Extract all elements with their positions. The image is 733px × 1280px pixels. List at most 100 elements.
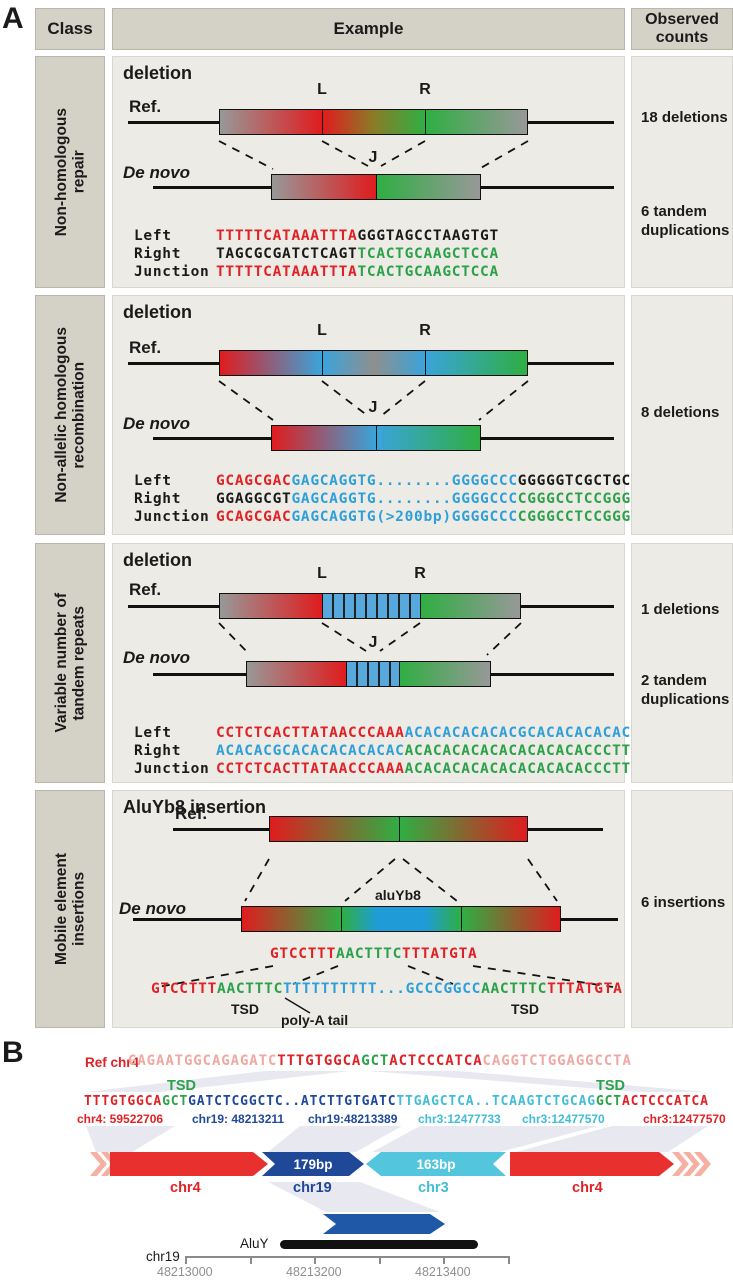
row1-l-label: L xyxy=(317,81,327,98)
row3-denovo-seg-repeats xyxy=(346,662,399,686)
row1-title: deletion xyxy=(123,63,193,83)
row1-ref-seg-mid xyxy=(322,110,425,134)
example-cell-vntr: deletion Ref. L R J De novo Left CCTCTCAC… xyxy=(112,543,630,783)
count-row3-deletions: 1 deletions xyxy=(641,601,720,618)
row3-ref-label: Ref. xyxy=(129,580,162,599)
count-row1-duplications: 6 tandem duplications xyxy=(641,203,730,239)
row3-j-label: J xyxy=(368,634,378,651)
segment-label-chr3: chr3 xyxy=(418,1180,449,1196)
row4-denovo-seg-right xyxy=(460,907,560,931)
row3-l-label: L xyxy=(317,565,327,582)
example-cell-nhr: deletion Ref. L R J De novo Left TTTTTCAT… xyxy=(112,56,625,288)
row4-aluyb8-label: aluYb8 xyxy=(375,887,421,903)
row2-ref-box xyxy=(219,350,528,376)
row1-denovo-seg-left xyxy=(272,175,376,199)
row3-ref-seg-left xyxy=(220,594,323,618)
segment-size-163bp: 163bp xyxy=(416,1156,456,1172)
row2-denovo-label: De novo xyxy=(123,414,191,433)
row4-denovo-label: De novo xyxy=(119,899,187,918)
row4-polya-label: poly-A tail xyxy=(281,1012,349,1028)
header-example: Example xyxy=(112,8,625,50)
row4-tsd-left-label: TSD xyxy=(231,1001,259,1017)
class-cell-nhr: Non-homologous repair xyxy=(35,56,105,288)
row1-sequences: Left TTTTTCATAAATTTAGGGTAGCCTAAGTGT Right T… xyxy=(134,228,499,280)
example-cell-nahr: deletion Ref. L R J De novo Left GCAGCGAC… xyxy=(112,295,630,535)
count-row3-duplications: 2 tandem duplications xyxy=(641,672,730,708)
segment-arrow-chr4-left xyxy=(110,1152,268,1176)
row4-title: AluYb8 insertion xyxy=(123,797,267,817)
axis-tick-label-48213000: 48213000 xyxy=(157,1265,213,1279)
axis-tick xyxy=(314,1256,316,1264)
axis-tick xyxy=(185,1256,187,1264)
axis-tick xyxy=(443,1256,445,1264)
row3-ref-box xyxy=(219,593,521,619)
example-cell-mei: AluYb8 insertion Ref. aluYb8 De novo GTC… xyxy=(112,790,625,1028)
aluy-track-label: AluY xyxy=(240,1236,269,1251)
tsd-left-label: TSD xyxy=(167,1078,196,1094)
row2-ref-seg-left xyxy=(220,351,323,375)
coord-chr4-right: chr3:12477570 xyxy=(643,1112,726,1126)
row2-title: deletion xyxy=(123,302,193,322)
counts-cell-vntr: 1 deletions 2 tandem duplications xyxy=(631,543,733,783)
segment-size-179bp: 179bp xyxy=(293,1156,333,1172)
row4-ref-label: Ref. xyxy=(175,804,208,823)
segment-label-chr19: chr19 xyxy=(293,1180,332,1196)
row1-ref-label: Ref. xyxy=(129,97,162,116)
row1-denovo-seg-right xyxy=(376,175,480,199)
row2-sequences: Left GCAGCGACGAGCAGGTG........GGGGCCCGGGG… xyxy=(134,473,631,525)
row3-denovo-box xyxy=(246,661,491,687)
row3-ref-seg-repeats xyxy=(322,594,420,618)
coord-chr3-start: chr3:12477733 xyxy=(418,1112,501,1126)
coord-chr19-end: chr19:48213389 xyxy=(308,1112,398,1126)
row1-ref-seg-right xyxy=(424,110,527,134)
class-cell-nahr: Non-allelic homologous recombination xyxy=(35,295,105,535)
row2-r-label: R xyxy=(419,322,431,339)
row3-denovo-seg-left xyxy=(247,662,347,686)
count-row4-insertions: 6 insertions xyxy=(641,894,726,911)
axis-tick xyxy=(508,1256,510,1264)
row4-denovo-box xyxy=(241,906,561,932)
denovo-insertion-sequence: TTTGTGGCAGCTGATCTCGGCTC..ATCTTGTGATCTTGA… xyxy=(84,1094,709,1109)
header-observed-counts: Observed counts xyxy=(631,8,733,50)
row3-denovo-label: De novo xyxy=(123,648,191,667)
panel-b-label: B xyxy=(2,1036,24,1069)
axis-tick xyxy=(250,1256,252,1264)
row3-denovo-seg-right xyxy=(398,662,490,686)
row2-ref-label: Ref. xyxy=(129,338,162,357)
row4-expanded-sequence: GTCCTTTAACTTTCTTTTTTTTTT...GCCCGGCCAACTT… xyxy=(151,981,623,997)
row2-denovo-seg-left xyxy=(272,426,376,450)
row4-ref-seg-right xyxy=(398,817,527,841)
row1-j-label: J xyxy=(368,149,378,166)
segment-arrow-chr3: 163bp xyxy=(366,1152,506,1176)
counts-cell-nahr: 8 deletions xyxy=(631,295,733,535)
row2-j-label: J xyxy=(368,399,378,416)
count-row2-deletions: 8 deletions xyxy=(641,404,720,421)
header-class: Class xyxy=(35,8,105,50)
coord-chr4-left: chr4: 59522706 xyxy=(77,1112,164,1126)
row4-denovo-seg-left xyxy=(242,907,342,931)
row4-ref-box xyxy=(269,816,528,842)
axis-tick-label-48213200: 48213200 xyxy=(286,1265,342,1279)
class-cell-mei: Mobile element insertions xyxy=(35,790,105,1028)
row4-junction-sequence: GTCCTTTAACTTTCTTTATGTA xyxy=(270,946,478,962)
ref-chr4-sequence: GAGAATGGCAGAGATCTTTGTGGCAGCTACTCCCATCACA… xyxy=(128,1053,632,1069)
row3-sequences: Left CCTCTCACTTATAACCCAAAACACACACACACGCAC… xyxy=(134,725,631,777)
row1-dashed-connectors xyxy=(218,140,529,170)
row2-denovo-seg-right xyxy=(376,426,480,450)
row1-r-label: R xyxy=(419,81,431,98)
segment-arrow-chr19: 179bp xyxy=(262,1152,364,1176)
aluy-repeat-bar xyxy=(280,1240,478,1249)
count-row1-deletions: 18 deletions xyxy=(641,109,728,126)
row4-tsd-right-label: TSD xyxy=(511,1001,539,1017)
row4-denovo-seg-alu xyxy=(341,907,461,931)
ref-chr4-label: Ref chr4 xyxy=(85,1055,140,1070)
coord-chr19-start: chr19: 48213211 xyxy=(192,1112,285,1126)
axis-tick xyxy=(379,1256,381,1264)
row3-r-label: R xyxy=(414,565,426,582)
row2-ref-seg-right xyxy=(424,351,527,375)
row4-ref-seg-left xyxy=(270,817,399,841)
panel-a-label: A xyxy=(2,2,24,35)
segment-arrow-chr4-right xyxy=(510,1152,674,1176)
